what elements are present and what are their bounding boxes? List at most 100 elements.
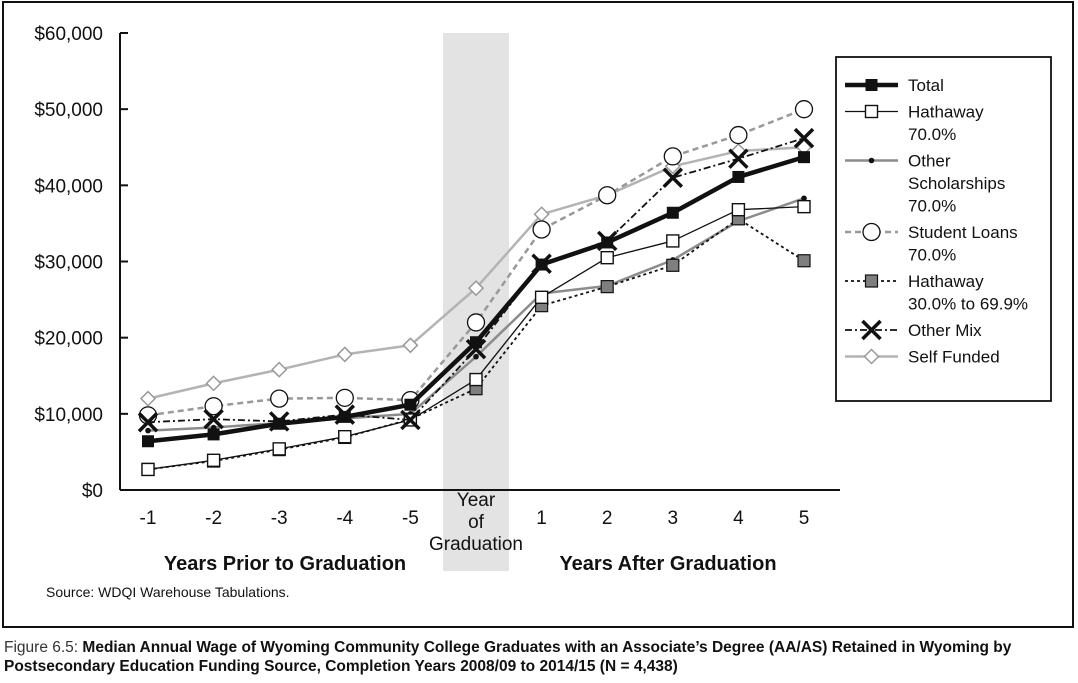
circle-marker [335, 388, 354, 407]
circle-marker [862, 222, 881, 242]
legend-label: 70.0% [908, 197, 956, 216]
graduation-year-band [443, 33, 509, 571]
legend-item: Hathaway 30.0% to 69.9% [845, 272, 1028, 314]
legend-item: Hathaway 70.0% [845, 103, 984, 144]
legend-label: 30.0% to 69.9% [908, 295, 1028, 314]
dot-marker [473, 353, 479, 360]
legend-label: Scholarships [908, 174, 1005, 193]
x-marker-stroke [662, 167, 684, 188]
x-marker [203, 408, 224, 430]
diamond-marker [205, 375, 222, 392]
legend-label: 70.0% [908, 125, 956, 144]
square-marker [273, 417, 286, 430]
x-tick-label: 2 [602, 508, 613, 529]
x-tick-label: Year of Graduation [429, 490, 523, 555]
source-note: Source: WDQI Warehouse Tabulations. [46, 584, 290, 600]
diamond-marker [139, 390, 157, 407]
square-marker [534, 290, 549, 304]
square-marker [666, 234, 680, 248]
circle-marker [270, 389, 289, 408]
legend-item: Other Mix [845, 319, 982, 341]
square-marker [731, 203, 746, 217]
x-marker [400, 409, 421, 431]
caption-label: Figure 6.5: [4, 639, 79, 656]
x-group-label: Years After Graduation [559, 553, 776, 575]
x-marker [793, 127, 815, 149]
y-tick-label: $20,000 [34, 329, 103, 350]
diamond-marker [336, 346, 353, 363]
square-marker [600, 280, 614, 294]
square-marker [797, 199, 811, 214]
series-line [147, 137, 805, 424]
circle-marker [729, 125, 748, 145]
y-tick-label: $40,000 [34, 176, 103, 197]
x-marker-stroke [728, 148, 749, 169]
legend-label: Hathaway [908, 103, 984, 122]
x-tick-label-line: Graduation [429, 534, 523, 555]
square-marker [404, 398, 417, 411]
square-marker [338, 410, 351, 423]
x-tick-label: 4 [733, 508, 744, 529]
x-marker [137, 411, 159, 433]
square-marker [470, 336, 482, 349]
caption-text: Median Annual Wage of Wyoming Community … [4, 639, 1012, 675]
x-tick-label: -5 [402, 508, 419, 529]
figure-caption: Figure 6.5: Median Annual Wage of Wyomin… [4, 638, 1074, 676]
circle-marker [466, 313, 486, 332]
x-marker [662, 167, 684, 188]
dot-marker [868, 157, 875, 164]
x-tick-label: -2 [205, 508, 222, 529]
x-marker-stroke [137, 411, 159, 433]
x-tick-label: 5 [799, 508, 810, 529]
y-tick-label: $0 [82, 481, 103, 502]
x-tick-label-line: of [468, 512, 485, 533]
square-marker [666, 258, 680, 272]
square-marker [141, 462, 155, 477]
circle-marker [204, 397, 223, 416]
legend-item: Total [845, 76, 944, 95]
square-marker [142, 435, 154, 448]
circle-marker [532, 220, 551, 239]
legend-label: Self Funded [908, 348, 1000, 367]
diamond-marker [271, 361, 288, 378]
circle-marker [598, 186, 617, 205]
square-marker [797, 254, 811, 268]
legend-item: Other Scholarships 70.0% [845, 152, 1005, 216]
dot-marker [145, 427, 151, 434]
square-marker [469, 372, 483, 387]
square-marker [535, 258, 548, 271]
circle-marker [794, 100, 814, 119]
x-tick-label: -4 [336, 508, 353, 529]
x-marker-stroke [203, 408, 224, 430]
diamond-marker [402, 337, 419, 354]
x-group-label: Years Prior to Graduation [164, 553, 406, 575]
legend-item: Student Loans 70.0% [845, 222, 1018, 265]
square-marker [865, 79, 878, 91]
x-marker-stroke [400, 409, 421, 431]
square-marker [864, 104, 879, 119]
line-chart: $0 $10,000 $20,000 $30,000 $40,000 $50,000 $60… [34, 24, 1052, 575]
square-marker [864, 274, 879, 288]
square-marker [666, 206, 679, 219]
legend-label: Other [908, 152, 951, 171]
square-marker [798, 151, 810, 164]
x-tick-label-line: Year [457, 490, 496, 511]
y-tick-label: $10,000 [34, 405, 103, 426]
square-marker [338, 429, 352, 444]
square-marker [207, 428, 220, 441]
square-marker [601, 236, 614, 249]
series-line [147, 217, 805, 471]
legend-item: Self Funded [845, 348, 1000, 367]
x-marker [728, 148, 749, 169]
square-marker [732, 170, 745, 183]
legend-label: Student Loans [908, 223, 1018, 242]
series-total [142, 151, 810, 448]
x-tick-label: -3 [271, 508, 288, 529]
square-marker [600, 250, 614, 265]
x-marker-stroke [861, 319, 882, 341]
chart-frame [2, 1, 1074, 628]
y-tick-label: $30,000 [34, 253, 103, 274]
legend-label: Other Mix [908, 321, 982, 340]
legend-label: Hathaway [908, 272, 984, 291]
x-tick-label: 1 [536, 508, 547, 529]
